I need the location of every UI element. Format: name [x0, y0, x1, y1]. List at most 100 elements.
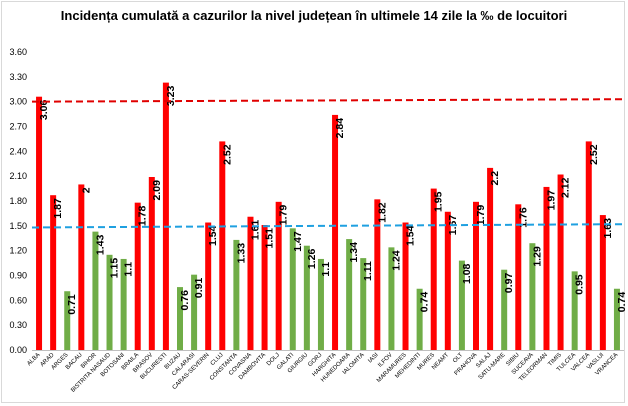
bar [177, 287, 183, 350]
data-label: 1.54 [405, 225, 417, 246]
data-label: 1.15 [109, 258, 121, 279]
bar [162, 82, 169, 350]
data-label: 0.95 [574, 274, 586, 295]
data-label: 2.84 [334, 118, 346, 139]
bar [289, 228, 296, 350]
data-label: 1.1 [320, 262, 332, 277]
y-tick-label: 1.20 [9, 246, 27, 256]
bar [219, 141, 226, 350]
bar [247, 216, 254, 350]
y-tick-label: 1.50 [9, 221, 27, 231]
data-label: 2.52 [588, 144, 600, 165]
data-label: 1.34 [348, 242, 360, 263]
data-label: 1.51 [264, 228, 276, 249]
bar [106, 254, 113, 350]
data-label: 1.08 [461, 263, 473, 284]
bar [543, 186, 550, 350]
bar [515, 204, 522, 350]
data-label: 2.2 [489, 171, 501, 186]
y-tick-label: 3.30 [9, 72, 27, 82]
data-label: 1.95 [433, 191, 445, 212]
data-label: 2.52 [221, 144, 233, 165]
bar [529, 243, 536, 350]
bar [275, 201, 282, 350]
bar [120, 258, 127, 350]
bar [191, 274, 198, 350]
red-threshold-line [31, 98, 625, 103]
data-label: 3.23 [165, 85, 177, 106]
data-label: 1.26 [306, 249, 318, 270]
y-tick-label: 2.40 [9, 146, 27, 156]
bar [501, 269, 508, 350]
bar [64, 291, 71, 350]
y-tick-label: 0.30 [9, 320, 27, 330]
bar [346, 239, 353, 350]
y-tick-label: 1.80 [9, 196, 27, 206]
blue-threshold-line [31, 223, 625, 229]
data-label: 1.87 [52, 198, 64, 219]
data-label: 0.74 [419, 292, 431, 313]
data-label: 1.97 [545, 190, 557, 211]
data-label: 1.11 [362, 261, 374, 281]
bar [303, 245, 310, 350]
bar [402, 222, 409, 350]
y-tick-label: 3.60 [9, 47, 27, 57]
data-label: 0.76 [179, 290, 191, 311]
data-label: 1.79 [475, 205, 487, 226]
bar [487, 167, 494, 350]
data-label: 1.24 [390, 250, 402, 271]
y-tick-label: 3.00 [9, 97, 27, 107]
y-tick-label: 0.60 [9, 295, 27, 305]
bar [50, 195, 57, 350]
bar [148, 176, 155, 350]
bar [388, 247, 395, 350]
data-label: 2.09 [151, 180, 163, 201]
bar [473, 201, 479, 350]
data-label: 1.47 [292, 231, 304, 252]
y-tick-label: 2.10 [9, 171, 27, 181]
bar [557, 174, 564, 350]
bar [585, 141, 592, 350]
data-label: 1.1 [123, 262, 135, 277]
bar [374, 199, 381, 350]
data-label: 1.76 [517, 207, 529, 228]
data-label: 1.78 [137, 205, 149, 226]
bar [78, 184, 85, 350]
data-label: 1.63 [602, 218, 614, 239]
data-label: 1.43 [94, 234, 106, 255]
data-label: 2 [80, 187, 92, 193]
data-label: 1.54 [207, 225, 219, 246]
y-tick-label: 0.90 [9, 271, 27, 281]
bar [416, 288, 423, 350]
y-tick-label: 0.00 [9, 345, 27, 355]
bar [571, 271, 578, 350]
bar [332, 114, 339, 351]
bar [205, 222, 212, 350]
data-label: 1.61 [249, 220, 261, 241]
chart-title: Incidența cumulată a cazurilor la nivel … [60, 8, 568, 23]
bar [360, 258, 367, 350]
data-label: 2.12 [560, 177, 572, 198]
data-label: 3.06 [38, 100, 50, 121]
data-label: 0.91 [193, 278, 205, 299]
bar [36, 96, 43, 350]
bar [261, 225, 268, 350]
bar [92, 231, 99, 350]
data-label: 1.79 [278, 205, 290, 226]
data-label: 1.82 [376, 202, 388, 223]
bar [613, 288, 620, 350]
bar [430, 188, 437, 350]
bar [317, 258, 324, 350]
bar [458, 260, 465, 350]
bar [233, 239, 240, 350]
y-tick-label: 2.70 [9, 122, 27, 132]
data-label: 1.29 [531, 246, 543, 267]
bar [444, 211, 451, 350]
data-label: 0.71 [66, 294, 78, 315]
data-label: 0.97 [503, 273, 515, 294]
data-label: 0.74 [616, 292, 628, 313]
bar [599, 215, 606, 350]
bar [134, 202, 141, 350]
